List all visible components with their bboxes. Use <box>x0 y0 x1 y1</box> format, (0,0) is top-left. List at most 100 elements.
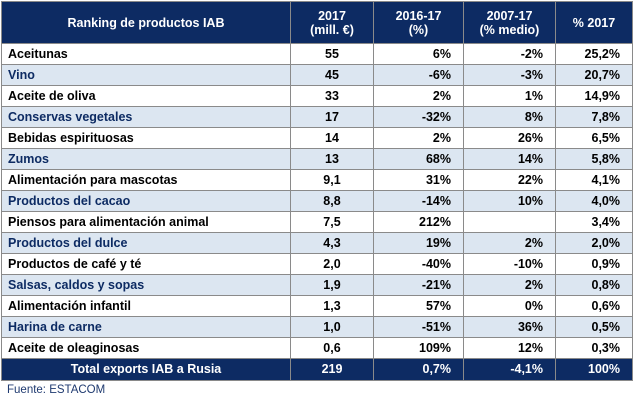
table-row: Productos del cacao 8,8 -14% 10% 4,0% <box>1 190 633 212</box>
value-2017: 13 <box>290 148 374 170</box>
change-2016-17: 2% <box>373 85 464 107</box>
table-row: Aceitunas 55 6% -2% 25,2% <box>1 43 633 65</box>
table-row: Bebidas espirituosas 14 2% 26% 6,5% <box>1 127 633 149</box>
product-name: Aceite de oleaginosas <box>1 337 291 359</box>
table-row: Salsas, caldos y sopas 1,9 -21% 2% 0,8% <box>1 274 633 296</box>
change-2007-17: 14% <box>463 148 556 170</box>
product-name: Alimentación infantil <box>1 295 291 317</box>
change-2007-17: 12% <box>463 337 556 359</box>
header-2007-17-line2: (% medio) <box>479 22 540 37</box>
value-2017: 1,9 <box>290 274 374 296</box>
product-name: Harina de carne <box>1 316 291 338</box>
total-share-2017: 100% <box>555 358 633 381</box>
value-2017: 17 <box>290 106 374 128</box>
share-2017: 0,9% <box>555 253 633 275</box>
change-2007-17: -10% <box>463 253 556 275</box>
change-2007-17: 36% <box>463 316 556 338</box>
header-2017: 2017 (mill. €) <box>290 1 374 44</box>
change-2016-17: -40% <box>373 253 464 275</box>
change-2016-17: 2% <box>373 127 464 149</box>
table-row: Productos del dulce 4,3 19% 2% 2,0% <box>1 232 633 254</box>
product-name: Productos de café y té <box>1 253 291 275</box>
header-2007-17: 2007-17 (% medio) <box>463 1 556 44</box>
value-2017: 8,8 <box>290 190 374 212</box>
ranking-table-container: Ranking de productos IAB 2017 (mill. €) 2… <box>1 1 633 381</box>
change-2007-17: 2% <box>463 274 556 296</box>
share-2017: 6,5% <box>555 127 633 149</box>
share-2017: 3,4% <box>555 211 633 233</box>
ranking-table: Ranking de productos IAB 2017 (mill. €) 2… <box>1 1 633 381</box>
header-product: Ranking de productos IAB <box>1 1 291 44</box>
header-share-2017: % 2017 <box>555 1 633 44</box>
change-2007-17: 2% <box>463 232 556 254</box>
table-row: Aceite de oliva 33 2% 1% 14,9% <box>1 85 633 107</box>
value-2017: 14 <box>290 127 374 149</box>
header-2017-line1: 2017 <box>318 8 346 23</box>
product-name: Bebidas espirituosas <box>1 127 291 149</box>
total-value-2017: 219 <box>290 358 374 381</box>
total-change-2016-17: 0,7% <box>373 358 464 381</box>
product-name: Vino <box>1 64 291 86</box>
product-name: Conservas vegetales <box>1 106 291 128</box>
share-2017: 7,8% <box>555 106 633 128</box>
product-name: Salsas, caldos y sopas <box>1 274 291 296</box>
change-2016-17: -6% <box>373 64 464 86</box>
header-2016-17-line2: (%) <box>408 22 429 37</box>
value-2017: 2,0 <box>290 253 374 275</box>
total-change-2007-17: -4,1% <box>463 358 556 381</box>
header-2007-17-line1: 2007-17 <box>486 8 533 23</box>
change-2007-17: 0% <box>463 295 556 317</box>
value-2017: 7,5 <box>290 211 374 233</box>
change-2016-17: 19% <box>373 232 464 254</box>
share-2017: 0,6% <box>555 295 633 317</box>
product-name: Zumos <box>1 148 291 170</box>
share-2017: 0,3% <box>555 337 633 359</box>
header-2017-line2: (mill. €) <box>310 22 354 37</box>
value-2017: 0,6 <box>290 337 374 359</box>
table-row: Vino 45 -6% -3% 20,7% <box>1 64 633 86</box>
change-2007-17 <box>463 211 556 233</box>
change-2016-17: -21% <box>373 274 464 296</box>
header-product-label: Ranking de productos IAB <box>67 15 225 30</box>
share-2017: 4,0% <box>555 190 633 212</box>
value-2017: 55 <box>290 43 374 65</box>
share-2017: 4,1% <box>555 169 633 191</box>
table-header-row: Ranking de productos IAB 2017 (mill. €) 2… <box>1 1 633 44</box>
share-2017: 20,7% <box>555 64 633 86</box>
change-2016-17: -14% <box>373 190 464 212</box>
product-name: Productos del cacao <box>1 190 291 212</box>
change-2016-17: -32% <box>373 106 464 128</box>
product-name: Piensos para alimentación animal <box>1 211 291 233</box>
table-row: Productos de café y té 2,0 -40% -10% 0,9% <box>1 253 633 275</box>
change-2007-17: 8% <box>463 106 556 128</box>
table-row: Zumos 13 68% 14% 5,8% <box>1 148 633 170</box>
change-2016-17: 68% <box>373 148 464 170</box>
product-name: Alimentación para mascotas <box>1 169 291 191</box>
value-2017: 45 <box>290 64 374 86</box>
source-note: Fuente: ESTACOM <box>7 384 106 396</box>
change-2016-17: 212% <box>373 211 464 233</box>
change-2016-17: 57% <box>373 295 464 317</box>
product-name: Productos del dulce <box>1 232 291 254</box>
value-2017: 1,3 <box>290 295 374 317</box>
change-2016-17: 6% <box>373 43 464 65</box>
value-2017: 33 <box>290 85 374 107</box>
change-2007-17: 10% <box>463 190 556 212</box>
header-share-2017-label: % 2017 <box>572 15 616 30</box>
table-row: Harina de carne 1,0 -51% 36% 0,5% <box>1 316 633 338</box>
change-2016-17: 109% <box>373 337 464 359</box>
total-row: Total exports IAB a Rusia 219 0,7% -4,1%… <box>1 358 633 381</box>
share-2017: 0,8% <box>555 274 633 296</box>
total-label: Total exports IAB a Rusia <box>1 358 291 381</box>
change-2007-17: 26% <box>463 127 556 149</box>
change-2007-17: 1% <box>463 85 556 107</box>
share-2017: 0,5% <box>555 316 633 338</box>
share-2017: 25,2% <box>555 43 633 65</box>
value-2017: 1,0 <box>290 316 374 338</box>
share-2017: 5,8% <box>555 148 633 170</box>
share-2017: 2,0% <box>555 232 633 254</box>
share-2017: 14,9% <box>555 85 633 107</box>
product-name: Aceite de oliva <box>1 85 291 107</box>
table-row: Piensos para alimentación animal 7,5 212% 3… <box>1 211 633 233</box>
header-2016-17: 2016-17 (%) <box>373 1 464 44</box>
